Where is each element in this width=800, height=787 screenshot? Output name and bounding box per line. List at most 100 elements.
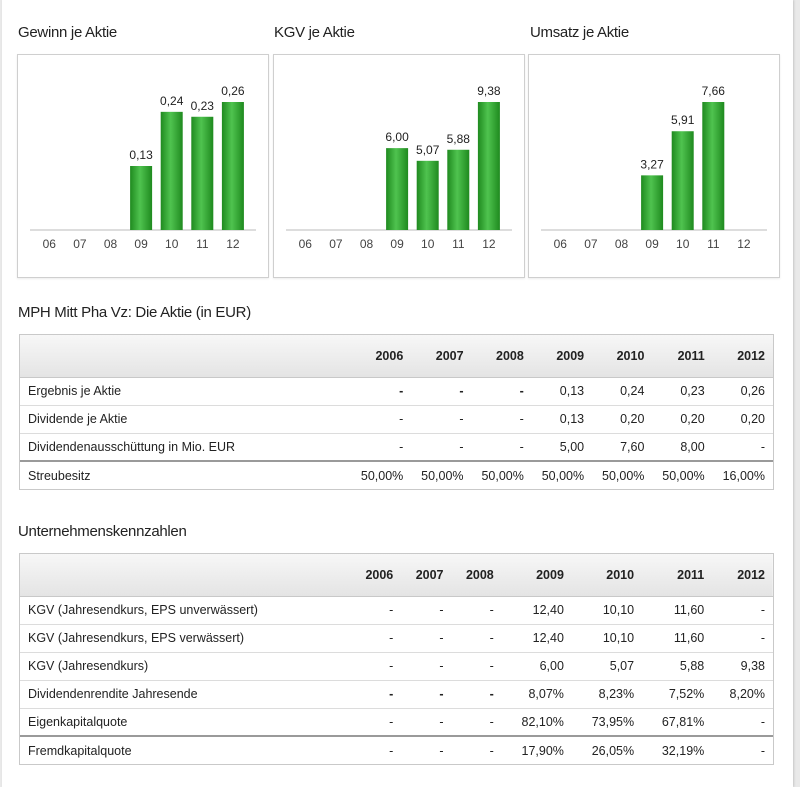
aktie-header-year: 2007: [411, 335, 472, 378]
cell: 9,38: [712, 652, 773, 681]
bar-12: [477, 102, 500, 230]
row-label: KGV (Jahresendkurs, EPS verwässert): [20, 624, 351, 653]
bar-value-label: 9,38: [477, 84, 501, 98]
cell: -: [451, 624, 502, 653]
x-tick-label: 06: [43, 237, 57, 251]
kennzahlen-header-year: 2006: [351, 554, 402, 597]
cell: -: [411, 377, 472, 406]
aktie-table: 2006 2007 2008 2009 2010 2011 2012 Ergeb…: [19, 334, 774, 490]
kennzahlen-header-year: 2009: [501, 554, 572, 597]
row-label: Eigenkapitalquote: [20, 708, 351, 737]
cell: -: [401, 680, 452, 709]
cell: -: [401, 596, 452, 625]
kennzahlen-header-year: 2011: [642, 554, 713, 597]
aktie-section-title: MPH Mitt Pha Vz: Die Aktie (in EUR): [18, 304, 251, 321]
cell: -: [712, 735, 773, 764]
cell: -: [351, 377, 412, 406]
table-row: Eigenkapitalquote - - - 82,10% 73,95% 67…: [20, 708, 773, 737]
bar-value-label: 5,07: [416, 143, 440, 157]
row-label: Fremdkapitalquote: [20, 735, 351, 764]
chart-svg-gewinn: 06 07 08 0,13 09 0,24 10 0,23 11 0,26 12: [30, 84, 256, 251]
cell: 8,07%: [501, 680, 572, 709]
cell: 8,20%: [712, 680, 773, 709]
cell: 11,60: [642, 624, 713, 653]
cell: -: [712, 596, 773, 625]
cell: 11,60: [642, 596, 713, 625]
cell: -: [471, 377, 532, 406]
row-label: Ergebnis je Aktie: [20, 377, 351, 406]
x-tick-label: 12: [482, 237, 496, 251]
cell: -: [451, 708, 502, 737]
chart-svg-umsatz: 06 07 08 3,27 09 5,91 10 7,66 11 12: [541, 84, 767, 251]
cell: 50,00%: [531, 460, 593, 489]
table-row: KGV (Jahresendkurs, EPS unverwässert) - …: [20, 596, 773, 625]
cell: 16,00%: [712, 460, 773, 489]
cell: 8,23%: [571, 680, 643, 709]
cell: 0,24: [592, 377, 653, 406]
cell: 73,95%: [571, 708, 643, 737]
bar-11: [191, 116, 214, 230]
cell: 5,00: [531, 433, 593, 462]
x-tick-label: 09: [645, 237, 659, 251]
kennzahlen-table: 2006 2007 2008 2009 2010 2011 2012 KGV (…: [19, 553, 774, 765]
bar-10: [671, 131, 694, 230]
cell: 0,13: [531, 405, 593, 434]
table-row: Streubesitz 50,00% 50,00% 50,00% 50,00% …: [20, 460, 773, 489]
cell: 26,05%: [571, 735, 643, 764]
aktie-header-year: 2010: [592, 335, 653, 378]
chart-umsatz-je-aktie: 06 07 08 3,27 09 5,91 10 7,66 11 12: [528, 54, 780, 278]
cell: -: [401, 624, 452, 653]
x-tick-label: 12: [737, 237, 751, 251]
x-tick-label: 06: [299, 237, 313, 251]
bar-11: [702, 102, 725, 230]
cell: 0,13: [531, 377, 593, 406]
cell: 82,10%: [501, 708, 572, 737]
cell: -: [451, 735, 502, 764]
row-label: Dividendenrendite Jahresende: [20, 680, 351, 709]
cell: 8,00: [652, 433, 713, 462]
cell: 32,19%: [642, 735, 713, 764]
cell: 0,20: [712, 405, 773, 434]
bar-value-label: 3,27: [640, 157, 664, 171]
cell: -: [401, 708, 452, 737]
x-tick-label: 08: [360, 237, 374, 251]
x-tick-label: 11: [452, 237, 465, 251]
table-row: Ergebnis je Aktie - - - 0,13 0,24 0,23 0…: [20, 377, 773, 406]
aktie-header-year: 2011: [652, 335, 713, 378]
bar-12: [221, 102, 244, 230]
cell: 50,00%: [471, 460, 532, 489]
aktie-table-header: 2006 2007 2008 2009 2010 2011 2012: [20, 335, 773, 378]
chart-title-gewinn: Gewinn je Aktie: [18, 24, 117, 41]
cell: -: [712, 433, 773, 462]
cell: 5,07: [571, 652, 643, 681]
cell: 7,52%: [642, 680, 713, 709]
cell: -: [351, 680, 402, 709]
cell: 5,88: [642, 652, 713, 681]
x-tick-label: 07: [584, 237, 598, 251]
x-tick-label: 08: [104, 237, 118, 251]
cell: -: [351, 596, 402, 625]
cell: 50,00%: [351, 460, 412, 489]
cell: 7,60: [592, 433, 653, 462]
cell: 10,10: [571, 624, 643, 653]
cell: 0,26: [712, 377, 773, 406]
kennzahlen-header-year: 2010: [571, 554, 643, 597]
kennzahlen-header-label: [20, 554, 351, 597]
cell: 12,40: [501, 596, 572, 625]
bar-value-label: 7,66: [702, 84, 726, 98]
cell: -: [351, 624, 402, 653]
cell: 0,20: [652, 405, 713, 434]
x-tick-label: 11: [196, 237, 209, 251]
kennzahlen-table-header: 2006 2007 2008 2009 2010 2011 2012: [20, 554, 773, 597]
cell: -: [471, 433, 532, 462]
table-row: Fremdkapitalquote - - - 17,90% 26,05% 32…: [20, 735, 773, 764]
row-label: Dividendenausschüttung in Mio. EUR: [20, 433, 351, 462]
x-tick-label: 09: [134, 237, 148, 251]
cell: 6,00: [501, 652, 572, 681]
bar-value-label: 0,24: [160, 94, 184, 108]
x-tick-label: 10: [676, 237, 690, 251]
cell: -: [471, 405, 532, 434]
chart-kgv-je-aktie: 06 07 08 6,00 09 5,07 10 5,88 11 9,38 12: [273, 54, 525, 278]
table-row: Dividendenausschüttung in Mio. EUR - - -…: [20, 433, 773, 462]
